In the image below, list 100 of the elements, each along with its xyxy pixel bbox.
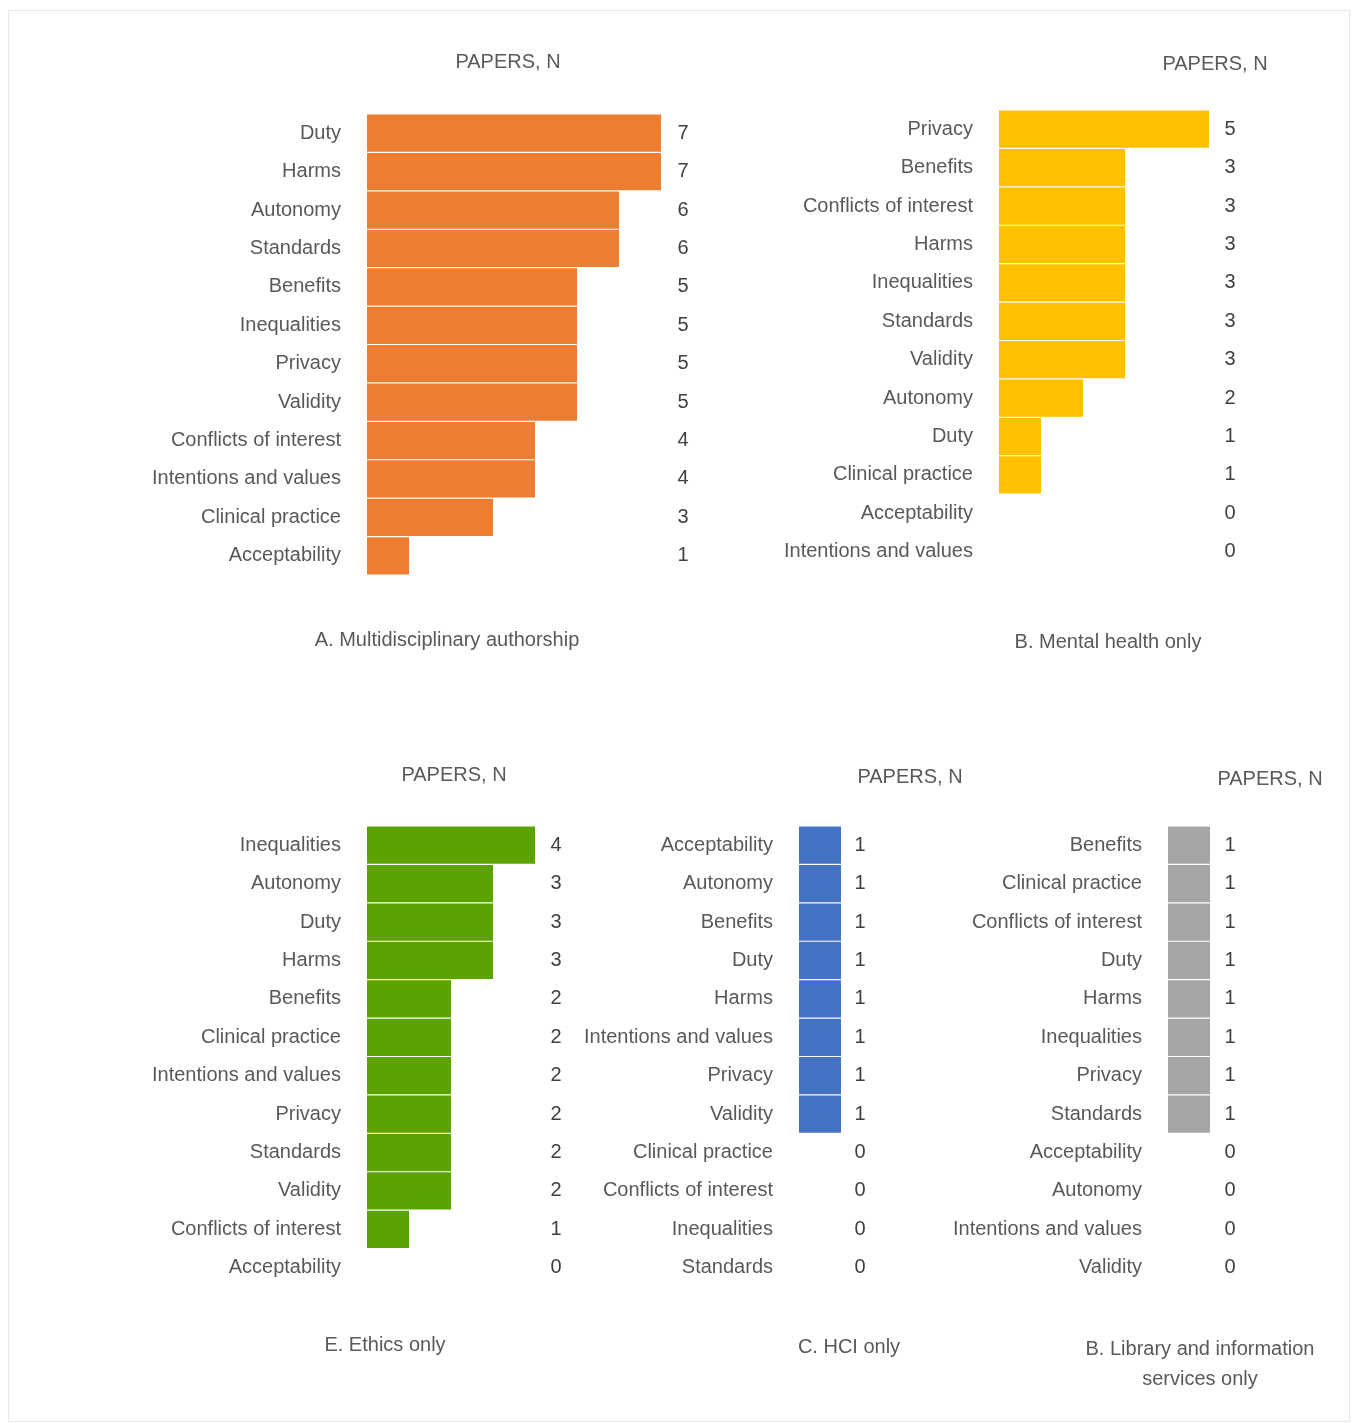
data-label: 6 — [677, 197, 689, 220]
data-label: 3 — [1224, 193, 1236, 216]
y-tick-label: Acceptability — [228, 1255, 341, 1278]
y-tick-label: Acceptability — [860, 500, 973, 523]
data-label: 5 — [1224, 116, 1236, 139]
data-label: 3 — [550, 909, 562, 932]
y-tick-label: Intentions and values — [151, 466, 341, 489]
y-tick-label: Autonomy — [682, 871, 773, 894]
data-label: 2 — [550, 1024, 562, 1047]
text: A. Multidisciplinary authorship — [313, 627, 581, 652]
y-tick-label: Validity — [710, 1101, 773, 1124]
x-axis-title: PAPERS, N — [401, 762, 507, 787]
y-tick-label: Conflicts of interest — [170, 428, 342, 451]
y-tick-label: Duty — [931, 424, 973, 447]
y-tick-label: Benefits — [268, 274, 341, 297]
data-label: 0 — [854, 1140, 866, 1163]
x-axis-title: PAPERS, N — [455, 49, 561, 74]
data-label: 2 — [550, 1101, 562, 1124]
y-tick-label: Standards — [881, 308, 973, 331]
text: B. Library and information services only — [1084, 1336, 1316, 1391]
y-tick-label: Conflicts of interest — [802, 193, 974, 216]
data-label: 0 — [1224, 539, 1236, 562]
y-tick-label: Clinical practice — [832, 462, 973, 485]
y-tick-label: Benefits — [900, 155, 973, 178]
data-label: 2 — [550, 1063, 562, 1086]
y-tick-label: Autonomy — [250, 197, 341, 220]
y-tick-label: Clinical practice — [200, 1024, 341, 1047]
data-label: 1 — [854, 909, 866, 932]
data-label: 3 — [1224, 347, 1236, 370]
y-tick-label: Duty — [299, 909, 341, 932]
data-label: 5 — [677, 389, 689, 412]
data-label: 5 — [677, 351, 689, 374]
y-tick-label: Privacy — [275, 1101, 341, 1124]
y-tick-label: Conflicts of interest — [170, 1216, 342, 1239]
data-label: 3 — [1224, 270, 1236, 293]
y-tick-label: Benefits — [268, 986, 341, 1009]
y-tick-label: Autonomy — [1051, 1178, 1142, 1201]
x-axis-title: PAPERS, N — [1217, 766, 1323, 791]
data-label: 2 — [550, 1178, 562, 1201]
y-tick-label: Acceptability — [660, 832, 773, 855]
y-tick-label: Clinical practice — [1001, 871, 1142, 894]
data-label: 0 — [1224, 1255, 1236, 1278]
y-tick-label: Validity — [278, 389, 341, 412]
data-label: 3 — [1224, 155, 1236, 178]
text: C. HCI only — [796, 1334, 902, 1359]
data-label: 1 — [854, 1024, 866, 1047]
text: E. Ethics only — [323, 1332, 447, 1357]
y-tick-label: Harms — [714, 986, 773, 1009]
y-tick-label: Validity — [910, 347, 973, 370]
data-label: 0 — [1224, 1140, 1236, 1163]
data-label: 0 — [1224, 1178, 1236, 1201]
data-label: 0 — [1224, 500, 1236, 523]
data-label: 1 — [854, 832, 866, 855]
y-tick-label: Inequalities — [239, 312, 341, 335]
text: B. Mental health only — [1013, 629, 1203, 654]
y-tick-label: Intentions and values — [952, 1216, 1142, 1239]
y-tick-label: Autonomy — [250, 871, 341, 894]
data-label: 1 — [1224, 832, 1236, 855]
data-label: 3 — [1224, 231, 1236, 254]
y-tick-label: Clinical practice — [632, 1140, 773, 1163]
y-tick-label: Privacy — [907, 116, 973, 139]
data-label: 3 — [677, 504, 689, 527]
y-tick-label: Intentions and values — [783, 539, 973, 562]
data-label: 1 — [854, 871, 866, 894]
y-tick-label: Inequalities — [671, 1216, 773, 1239]
y-tick-label: Intentions and values — [583, 1024, 773, 1047]
data-label: 0 — [550, 1255, 562, 1278]
y-tick-label: Acceptability — [1029, 1140, 1142, 1163]
data-label: 0 — [854, 1178, 866, 1201]
y-tick-label: Benefits — [1069, 832, 1142, 855]
y-tick-label: Acceptability — [228, 543, 341, 566]
data-label: 1 — [1224, 947, 1236, 970]
y-tick-label: Inequalities — [871, 270, 973, 293]
y-tick-label: Privacy — [1076, 1063, 1142, 1086]
data-label: 7 — [677, 120, 689, 143]
y-tick-label: Harms — [914, 231, 973, 254]
data-label: 1 — [1224, 462, 1236, 485]
data-label: 5 — [677, 274, 689, 297]
y-tick-label: Standards — [681, 1255, 773, 1278]
data-label: 4 — [550, 832, 562, 855]
data-label: 1 — [854, 986, 866, 1009]
y-tick-label: Duty — [1100, 947, 1142, 970]
data-label: 1 — [854, 1101, 866, 1124]
data-label: 7 — [677, 159, 689, 182]
y-tick-label: Conflicts of interest — [602, 1178, 774, 1201]
data-label: 2 — [550, 986, 562, 1009]
y-tick-label: Autonomy — [882, 385, 973, 408]
data-label: 1 — [1224, 424, 1236, 447]
data-label: 0 — [854, 1255, 866, 1278]
data-label: 4 — [677, 428, 689, 451]
y-tick-label: Harms — [1083, 986, 1142, 1009]
y-tick-label: Harms — [282, 159, 341, 182]
y-tick-label: Standards — [249, 235, 341, 258]
y-tick-label: Inequalities — [1040, 1024, 1142, 1047]
y-tick-label: Conflicts of interest — [971, 909, 1143, 932]
y-tick-label: Inequalities — [239, 832, 341, 855]
y-tick-label: Privacy — [275, 351, 341, 374]
y-tick-label: Standards — [249, 1140, 341, 1163]
data-label: 1 — [854, 947, 866, 970]
y-tick-label: Intentions and values — [151, 1063, 341, 1086]
